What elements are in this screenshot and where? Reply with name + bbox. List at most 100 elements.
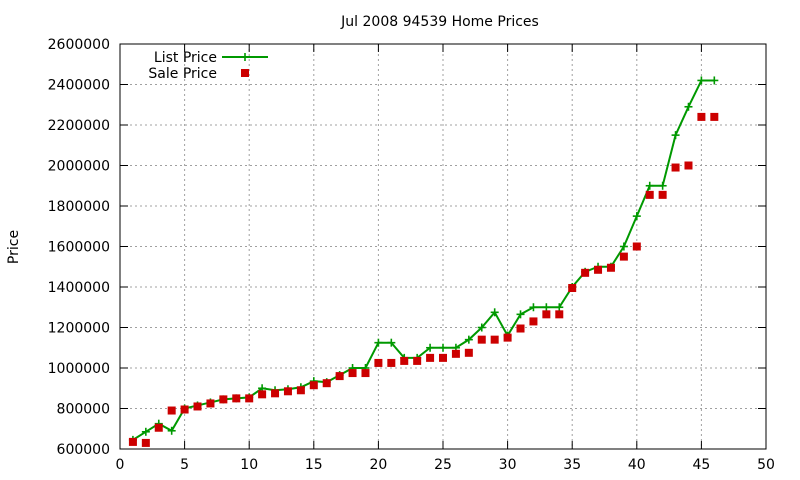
sale-price-point (193, 402, 202, 411)
legend-entry-sale-price: Sale Price (148, 66, 249, 82)
sale-price-point (451, 349, 460, 358)
grid-lines (120, 44, 766, 449)
x-tick-label: 30 (499, 457, 517, 473)
list-price-point (710, 76, 719, 85)
sale-price-point (658, 190, 667, 199)
list-price-point (671, 131, 680, 140)
legend-label: List Price (154, 50, 217, 66)
sale-price-point (426, 353, 435, 362)
list-price-point (697, 76, 706, 85)
legend-entry-list-price: List Price (154, 50, 268, 66)
y-tick-label: 1400000 (48, 280, 110, 296)
series-layer (128, 76, 719, 447)
sale-price-point (271, 389, 280, 398)
sale-price-point (645, 190, 654, 199)
sale-price-point (206, 399, 215, 408)
sale-price-point (309, 381, 318, 390)
list-price-point (542, 303, 551, 312)
list-price-point (645, 181, 654, 190)
y-tick-label: 1800000 (48, 199, 110, 215)
list-price-point (439, 343, 447, 352)
plot-border (119, 43, 767, 450)
x-tick-label: 0 (116, 457, 125, 473)
sale-price-point (516, 324, 525, 333)
sale-price-point (503, 333, 512, 342)
x-tick-label: 20 (369, 457, 387, 473)
sale-price-point (555, 310, 564, 319)
axes: 0 5 10 15 20 25 30 35 40 45 50 600000 800000 1000000 1… (48, 37, 775, 473)
list-price-point (632, 212, 641, 221)
y-tick-label: 800000 (57, 402, 110, 418)
legend-marker (241, 53, 249, 61)
x-tick-label: 35 (563, 457, 581, 473)
sale-price-point (594, 265, 603, 274)
sale-price-point (490, 335, 499, 344)
sale-price-point (348, 369, 357, 378)
list-price-point (658, 181, 667, 190)
sale-price-point (684, 161, 693, 170)
list-price-point (555, 303, 564, 312)
y-tick-label: 1600000 (48, 240, 110, 256)
sale-price-point (258, 390, 267, 399)
sale-price-series (128, 112, 719, 447)
x-tick-label: 25 (434, 457, 452, 473)
list-price-point (374, 338, 383, 347)
chart-title: Jul 2008 94539 Home Prices (340, 14, 539, 30)
y-tick-label: 1000000 (48, 361, 110, 377)
list-price-point (464, 335, 473, 344)
y-tick-label: 600000 (57, 442, 110, 458)
sale-price-point (606, 263, 615, 272)
sale-price-point (322, 379, 331, 388)
sale-price-point (141, 438, 150, 447)
sale-price-point (296, 386, 305, 395)
sale-price-point (619, 252, 628, 261)
y-tick-label: 2200000 (48, 118, 110, 134)
list-price-point (477, 323, 486, 332)
sale-price-point (568, 284, 577, 293)
sale-price-point (439, 353, 447, 362)
sale-price-point (335, 372, 344, 381)
sale-price-point (180, 405, 189, 414)
sale-price-point (542, 310, 551, 319)
list-price-point (516, 310, 525, 319)
sale-price-point (167, 406, 176, 415)
sale-price-point (245, 394, 254, 403)
list-price-point (490, 308, 499, 317)
y-axis-label: Price (6, 230, 22, 264)
sale-price-point (464, 348, 473, 357)
list-price-point (141, 427, 150, 436)
sale-price-point (154, 423, 163, 432)
list-price-point (684, 102, 693, 111)
legend-label: Sale Price (148, 66, 217, 82)
x-tick-label: 10 (240, 457, 258, 473)
y-tick-label: 1200000 (48, 321, 110, 337)
list-price-point (619, 242, 628, 251)
x-tick-label: 45 (692, 457, 710, 473)
list-price-line (132, 79, 715, 441)
sale-price-point (671, 163, 680, 172)
sale-price-point (361, 369, 370, 378)
sale-price-point (477, 335, 486, 344)
x-tick-label: 15 (305, 457, 323, 473)
sale-price-point (283, 387, 292, 396)
sale-price-point (219, 395, 228, 404)
legend-marker (241, 69, 249, 77)
list-price-point (426, 343, 435, 352)
y-tick-label: 2600000 (48, 37, 110, 53)
sale-price-point (632, 242, 641, 251)
sale-price-point (529, 317, 538, 326)
list-price-series (128, 76, 719, 444)
list-price-point (167, 426, 176, 435)
sale-price-point (128, 437, 137, 446)
sale-price-point (387, 358, 396, 367)
sale-price-point (581, 268, 590, 277)
x-tick-label: 40 (628, 457, 646, 473)
sale-price-point (413, 356, 422, 365)
list-price-point (529, 303, 538, 312)
sale-price-point (232, 394, 241, 403)
sale-price-point (374, 358, 383, 367)
x-tick-label: 5 (180, 457, 189, 473)
sale-price-point (710, 112, 719, 121)
